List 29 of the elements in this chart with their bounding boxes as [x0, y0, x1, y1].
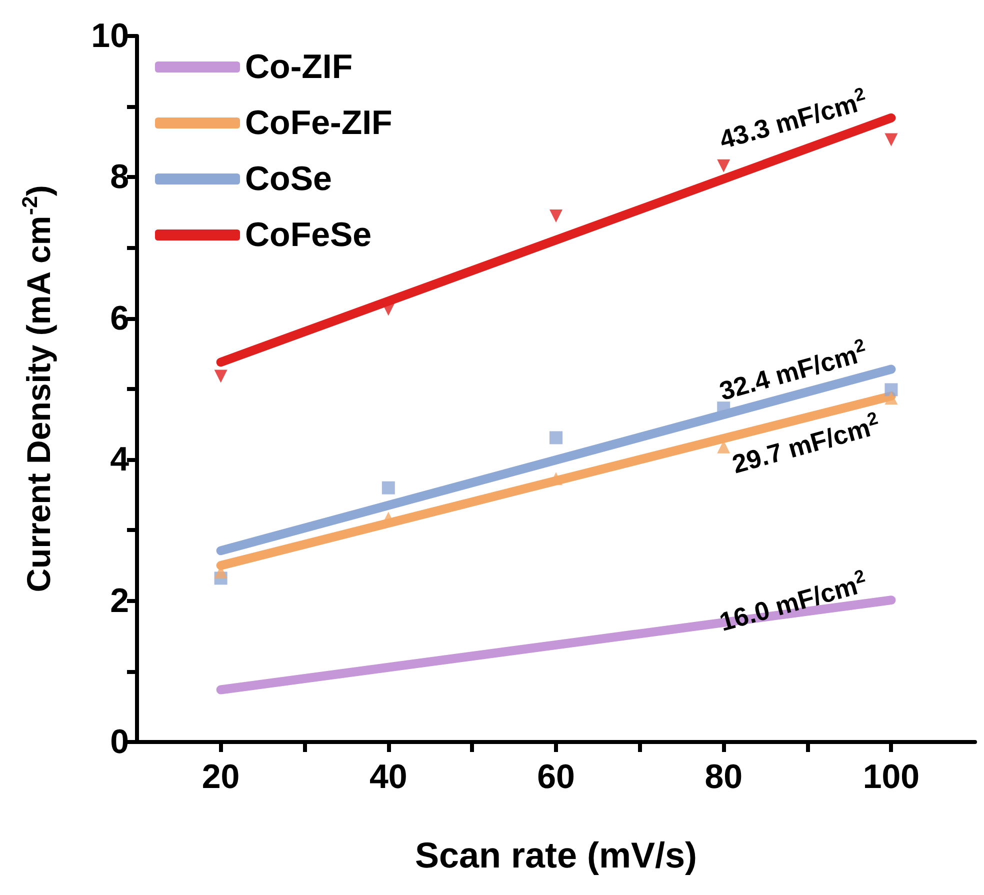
legend-label: CoFe-ZIF [245, 104, 392, 142]
y-tick-label: 2 [110, 582, 129, 620]
y-tick-label: 4 [110, 440, 130, 479]
x-tick-label: 60 [537, 758, 575, 796]
annotation: 43.3 mF/cm2 [716, 83, 868, 155]
x-tick-label: 40 [369, 758, 408, 796]
point [550, 431, 562, 444]
point [550, 210, 562, 223]
y-tick-label: 10 [91, 17, 129, 55]
legend-label: CoSe [245, 160, 332, 198]
legend-label: Co-ZIF [245, 48, 353, 86]
x-tick-label: 100 [862, 758, 920, 796]
point [884, 392, 898, 405]
y-axis-title: Current Density (mA cm-2) [18, 185, 57, 592]
y-tick-label: 6 [110, 299, 129, 338]
point [717, 159, 730, 172]
point [382, 481, 395, 494]
annotation: 32.4 mF/cm2 [716, 334, 868, 406]
annotation: 29.7 mF/cm2 [728, 408, 880, 480]
point [884, 383, 898, 396]
x-tick-label: 20 [202, 758, 240, 796]
y-tick-label: 8 [110, 158, 129, 196]
x-tick-label: 80 [704, 758, 743, 796]
annotation: 16.0 mF/cm2 [716, 566, 868, 637]
x-axis-title: Scan rate (mV/s) [414, 834, 698, 876]
legend-label: CoFeSe [245, 216, 372, 254]
point [884, 133, 898, 146]
y-tick-label: 0 [110, 723, 129, 761]
point [214, 370, 228, 383]
